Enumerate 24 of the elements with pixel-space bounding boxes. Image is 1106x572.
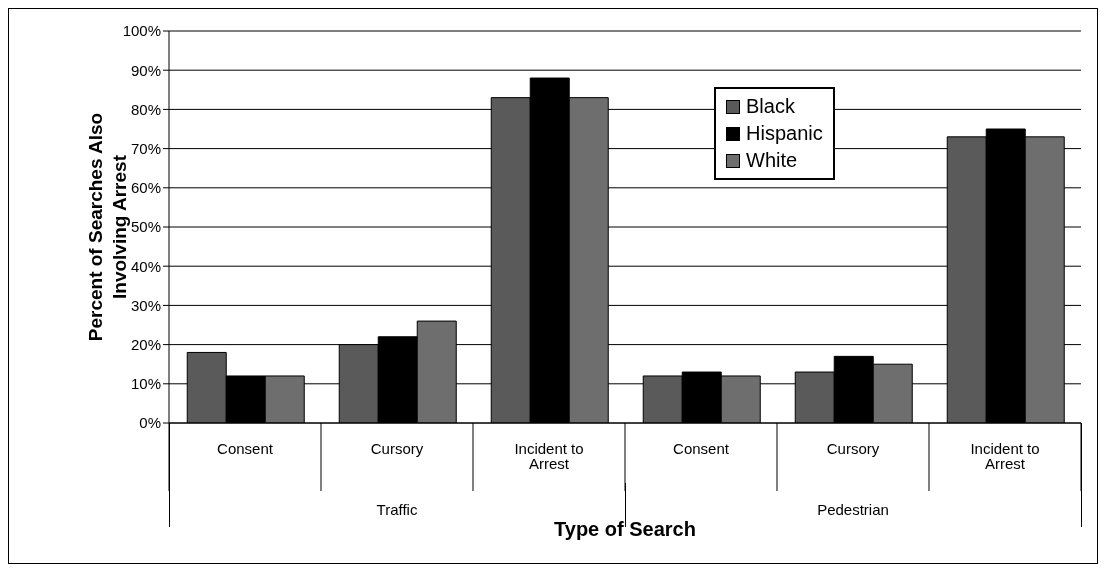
y-tick-label: 40% (130, 257, 161, 275)
y-tick-label: 10% (130, 375, 161, 393)
legend-label: White (746, 148, 798, 173)
y-tick-label: 80% (130, 100, 161, 118)
y-tick-label: 50% (130, 218, 161, 236)
y-tick-label: 60% (130, 179, 161, 197)
legend-label: Hispanic (746, 121, 823, 146)
text: Pedestrian (816, 501, 890, 518)
x-tick-label: Incident to Arrest (514, 439, 584, 472)
x-tick-label: Consent (217, 439, 274, 457)
y-axis-title: Percent of Searches Also Involving Arrest (85, 112, 130, 342)
y-tick-label: 30% (130, 296, 161, 314)
y-tick-label: 70% (130, 139, 161, 157)
y-tick-label: 20% (130, 335, 161, 353)
y-tick-label: 100% (122, 22, 161, 40)
y-tick-label: 0% (139, 414, 161, 432)
x-axis-title: Type of Search (553, 518, 697, 541)
y-tick-label: 90% (130, 61, 161, 79)
x-tick-label: Consent (673, 439, 730, 457)
legend-label: Black (746, 94, 795, 119)
x-tick-label: Cursory (826, 439, 880, 457)
x-tick-label: Incident to Arrest (970, 439, 1040, 472)
text: Traffic (375, 501, 419, 518)
x-tick-label: Cursory (370, 439, 424, 457)
